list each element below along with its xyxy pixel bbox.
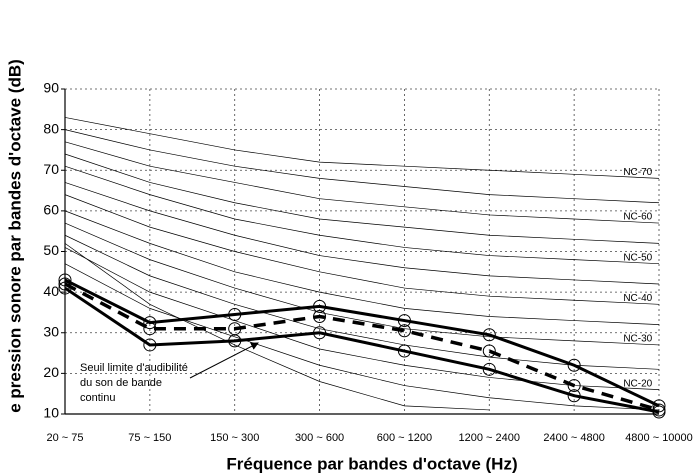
y-tick-label: 30 [43, 323, 59, 339]
measured-point [482, 328, 496, 342]
nc-label: NC-70 [623, 167, 652, 178]
nc-curve [64, 165, 660, 265]
measured-point [397, 314, 411, 328]
measured-point [567, 358, 581, 372]
nc-curve [64, 222, 660, 346]
x-tick-label: 1200 ~ 2400 [459, 432, 520, 444]
measured-point [482, 344, 496, 358]
measured-point [567, 379, 581, 393]
measured-point [482, 362, 496, 376]
y-tick-label: 20 [43, 364, 59, 380]
measured-point [58, 277, 72, 291]
x-tick-label: 75 ~ 150 [128, 432, 171, 444]
measured-point [652, 405, 666, 419]
measured-point [143, 338, 157, 352]
y-tick-label: 40 [43, 283, 59, 299]
measured-line [64, 286, 660, 414]
x-axis-label: Fréquence par bandes d'octave (Hz) [226, 454, 517, 473]
nc-label: NC-60 [623, 212, 652, 223]
measured-point [313, 310, 327, 323]
nc-curve [64, 117, 660, 179]
annotation: continu [80, 392, 115, 404]
annotation-arrow [189, 342, 259, 379]
y-tick-label: 60 [43, 202, 59, 218]
y-tick-label: 70 [43, 161, 59, 177]
nc-curve [64, 153, 660, 244]
x-tick-label: 20 ~ 75 [46, 432, 83, 444]
measured-point [58, 281, 72, 295]
annotation: du son de bande [80, 377, 162, 389]
threshold-curve [64, 243, 490, 411]
measured-line [64, 278, 660, 408]
x-tick-label: 4800 ~ 10000 [625, 432, 693, 444]
measured-point [313, 326, 327, 340]
measured-point [567, 389, 581, 403]
nc-label: NC-50 [623, 252, 652, 263]
x-tick-label: 600 ~ 1200 [377, 432, 432, 444]
nc-curve [64, 210, 660, 325]
nc-label: NC-20 [623, 378, 652, 389]
measured-point [143, 316, 157, 330]
measured-point [397, 344, 411, 358]
nc-curve [64, 129, 660, 204]
measured-point [313, 299, 327, 313]
nc-curve [64, 247, 660, 390]
nc-label: NC-40 [623, 293, 652, 304]
annotation: Seuil limite d'audibilité [80, 362, 188, 374]
nc-curve [64, 182, 660, 285]
measured-point [143, 322, 157, 336]
x-tick-label: 2400 ~ 4800 [543, 432, 604, 444]
measured-line [64, 282, 660, 412]
x-tick-label: 150 ~ 300 [210, 432, 259, 444]
measured-point [397, 324, 411, 338]
nc-curve [64, 194, 660, 305]
nc-curve [64, 263, 660, 411]
nc-label: NC-30 [623, 334, 652, 345]
y-tick-label: 10 [43, 405, 59, 421]
measured-point [228, 334, 242, 348]
y-tick-label: 80 [43, 120, 59, 136]
measured-point [228, 307, 242, 321]
y-tick-label: 90 [43, 80, 59, 96]
nc-curve [64, 141, 660, 224]
nc-curve [64, 234, 660, 370]
y-tick-label: 50 [43, 242, 59, 258]
x-tick-label: 300 ~ 600 [295, 432, 344, 444]
y-axis-label: e pression sonore par bandes d'octave (d… [5, 59, 24, 413]
